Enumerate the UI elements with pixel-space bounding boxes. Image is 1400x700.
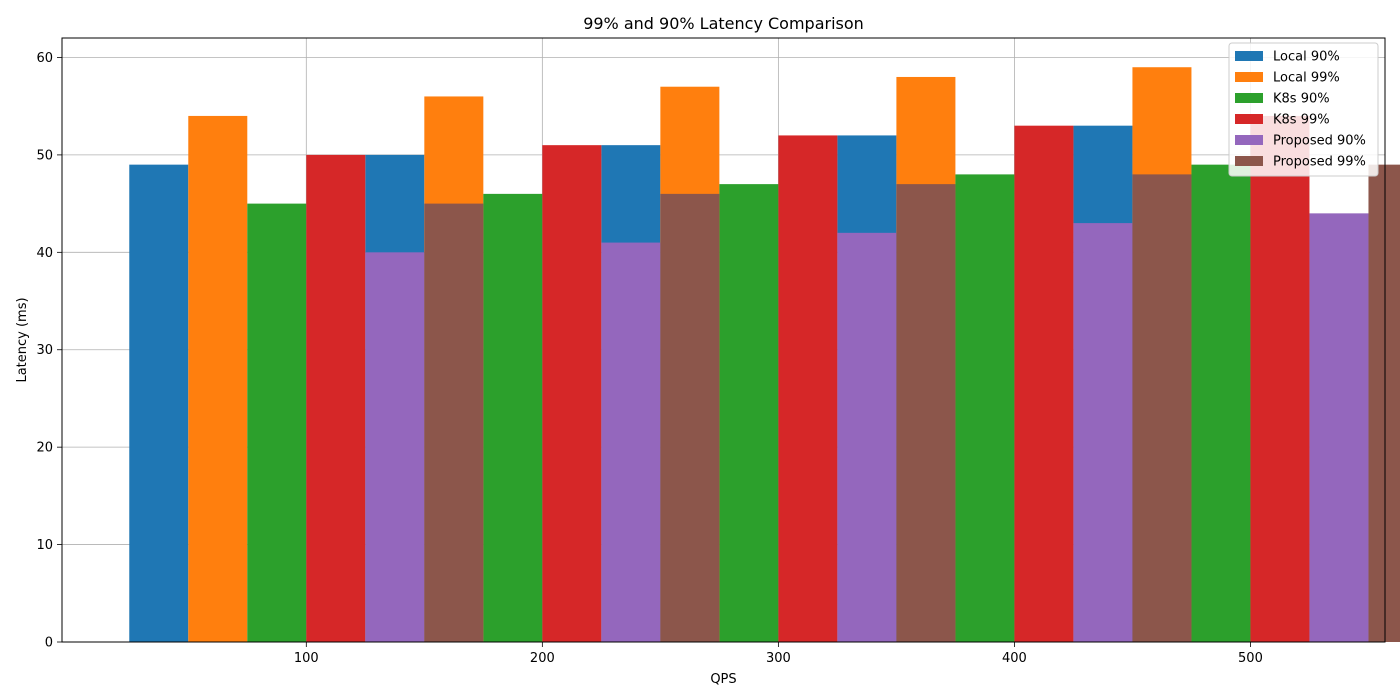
chart-title: 99% and 90% Latency Comparison bbox=[583, 14, 864, 33]
legend-label: K8s 99% bbox=[1273, 113, 1330, 128]
legend-label: Local 90% bbox=[1273, 50, 1340, 65]
legend-swatch bbox=[1235, 156, 1263, 166]
legend: Local 90% Local 99% K8s 90% K8s 99% Proposed… bbox=[1228, 42, 1379, 177]
bar bbox=[247, 203, 307, 642]
bar bbox=[1309, 213, 1369, 642]
legend-swatch bbox=[1235, 72, 1263, 82]
bars-layer bbox=[129, 67, 1400, 643]
bar bbox=[837, 232, 897, 642]
x-tick-label: 100 bbox=[294, 651, 319, 666]
bar bbox=[719, 184, 779, 642]
bar bbox=[1250, 115, 1310, 642]
bar bbox=[188, 115, 248, 642]
legend-swatch bbox=[1235, 93, 1263, 103]
legend-label: Proposed 90% bbox=[1273, 134, 1366, 149]
bar bbox=[542, 145, 602, 642]
bar bbox=[1368, 164, 1400, 643]
legend-swatch bbox=[1235, 51, 1263, 61]
bar bbox=[896, 184, 956, 642]
legend-label: Proposed 99% bbox=[1273, 155, 1366, 170]
y-axis-label: Latency (ms) bbox=[15, 297, 30, 382]
ticks-layer: 100 200 300 400 500 0 10 20 30 40 50 60 bbox=[36, 51, 1262, 666]
bar bbox=[306, 154, 366, 642]
bar bbox=[1073, 223, 1133, 642]
bar bbox=[660, 193, 720, 642]
bar bbox=[424, 203, 484, 642]
y-tick-label: 10 bbox=[36, 538, 53, 553]
y-tick-label: 20 bbox=[36, 441, 53, 456]
plot-frame bbox=[61, 37, 1386, 643]
bar bbox=[365, 252, 425, 643]
y-tick-label: 0 bbox=[45, 636, 53, 651]
bar bbox=[955, 174, 1015, 643]
x-tick-label: 200 bbox=[530, 651, 555, 666]
bar bbox=[601, 242, 661, 643]
legend-box bbox=[1228, 42, 1379, 177]
x-tick-label: 500 bbox=[1238, 651, 1263, 666]
bar bbox=[1191, 164, 1251, 643]
bar bbox=[129, 164, 189, 643]
bar bbox=[1132, 174, 1192, 643]
x-tick-label: 300 bbox=[766, 651, 791, 666]
y-tick-label: 30 bbox=[36, 343, 53, 358]
bar bbox=[1014, 125, 1074, 642]
legend-swatch bbox=[1235, 114, 1263, 124]
x-axis-label: QPS bbox=[710, 672, 736, 687]
legend-swatch bbox=[1235, 135, 1263, 145]
legend-label: Local 99% bbox=[1273, 71, 1340, 86]
y-tick-label: 40 bbox=[36, 246, 53, 261]
y-tick-label: 60 bbox=[36, 51, 53, 66]
bar bbox=[778, 135, 838, 642]
x-tick-label: 400 bbox=[1002, 651, 1027, 666]
bar bbox=[483, 193, 543, 642]
y-tick-label: 50 bbox=[36, 148, 53, 163]
legend-label: K8s 90% bbox=[1273, 92, 1330, 107]
